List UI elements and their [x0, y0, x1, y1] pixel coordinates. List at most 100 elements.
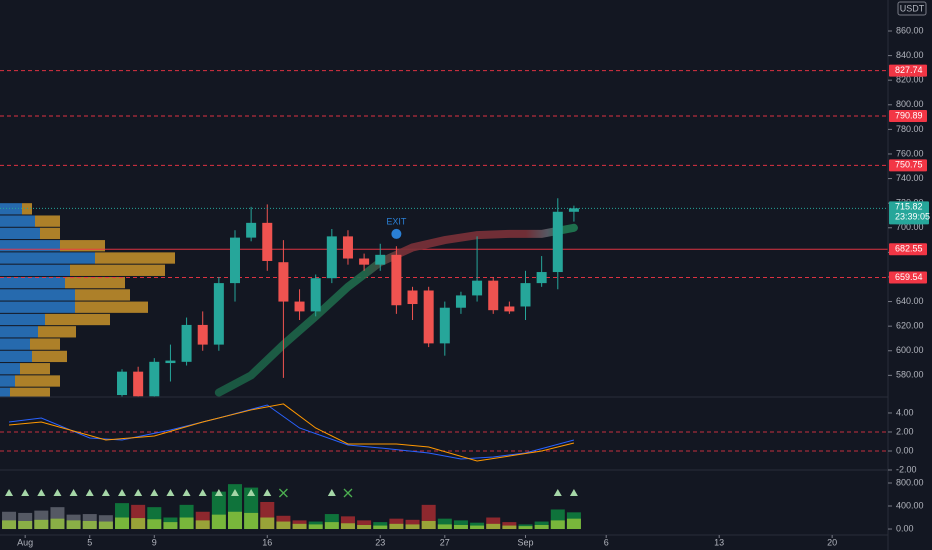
- profile-bar: [15, 375, 60, 387]
- y-tick-label: 400.00: [896, 500, 924, 510]
- price-tag: [889, 64, 927, 77]
- volume-bar: [211, 514, 226, 530]
- candle-body: [472, 280, 483, 296]
- y-tick-label: 780.00: [896, 124, 924, 134]
- y-tick-label: 0.00: [896, 445, 914, 455]
- y-tick-label: 840.00: [896, 50, 924, 60]
- candle-body: [229, 237, 240, 284]
- price-tag: [889, 243, 927, 256]
- volume-bar: [292, 523, 307, 530]
- volume-bar: [324, 522, 339, 530]
- candle-body: [278, 262, 289, 302]
- annotation-marker: [391, 228, 402, 239]
- volume-bar: [566, 518, 581, 530]
- profile-bar: [45, 313, 110, 326]
- volume-bar: [486, 523, 501, 530]
- signal-triangle: [37, 489, 46, 496]
- signal-triangle: [21, 489, 30, 496]
- price-tag: [889, 109, 927, 122]
- volume-bar: [163, 522, 178, 530]
- volume-bar: [308, 524, 323, 530]
- profile-bar: [75, 301, 148, 313]
- volume-bar: [98, 521, 113, 530]
- currency-box: [897, 1, 927, 16]
- volume-bar: [115, 517, 130, 530]
- candle-body: [294, 301, 305, 312]
- candle-body: [133, 371, 144, 397]
- price-tag: [889, 271, 927, 284]
- last-price-label: 715.82: [895, 202, 923, 212]
- candle-body: [359, 258, 370, 265]
- volume-bar: [405, 519, 420, 530]
- volume-bar: [244, 512, 259, 530]
- candle-body: [391, 254, 402, 306]
- y-tick-label: 600.00: [896, 345, 924, 355]
- signal-triangle: [182, 489, 191, 496]
- volume-bar: [470, 525, 485, 530]
- profile-bar: [0, 276, 65, 289]
- volume-bar: [34, 519, 49, 530]
- volume-bar: [195, 520, 210, 530]
- indicator-pane: [0, 403, 888, 462]
- profile-bar: [38, 326, 76, 338]
- profile-bar: [0, 215, 35, 227]
- x-tick-label: 23: [375, 537, 385, 547]
- candle-body: [117, 371, 128, 396]
- volume-bar: [357, 520, 372, 530]
- candle-body: [246, 222, 257, 238]
- signal-triangle: [134, 489, 143, 496]
- candle-body: [213, 283, 224, 345]
- price-tag-label: 790.89: [895, 110, 923, 120]
- profile-bar: [75, 289, 130, 301]
- y-tick-label: 820.00: [896, 75, 924, 85]
- volume-pane: [2, 484, 581, 530]
- volume-bar: [389, 523, 404, 530]
- volume-bar: [179, 517, 194, 530]
- volume-bar: [131, 518, 146, 530]
- annotation-label: EXIT: [386, 216, 407, 226]
- candle-body: [149, 361, 160, 397]
- y-tick-label: 740.00: [896, 173, 924, 183]
- profile-bar: [0, 375, 15, 387]
- profile-bar: [0, 289, 75, 301]
- profile-bar: [0, 363, 20, 375]
- profile-bar: [10, 387, 50, 397]
- volume-bar: [227, 511, 242, 530]
- profile-bar: [0, 240, 60, 252]
- profile-bar: [0, 326, 38, 338]
- y-tick-label: 620.00: [896, 321, 924, 331]
- signal-triangle: [5, 489, 14, 496]
- volume-bar: [453, 520, 468, 530]
- profile-bar: [30, 338, 60, 350]
- candle-body: [552, 211, 563, 273]
- signal-triangle: [553, 489, 562, 496]
- x-tick-label: 5: [87, 537, 92, 547]
- volume-bar: [453, 524, 468, 530]
- profile-bar: [40, 227, 60, 240]
- profile-bar: [0, 387, 10, 397]
- profile-bar: [35, 215, 60, 227]
- volume-bar: [421, 520, 436, 530]
- volume-bar: [502, 525, 517, 530]
- volume-bar: [437, 524, 452, 530]
- y-tick-label: 800.00: [896, 99, 924, 109]
- profile-bar: [0, 313, 45, 326]
- y-tick-label: -2.00: [896, 464, 917, 474]
- volume-bar: [405, 524, 420, 530]
- y-tick-label: 0.00: [896, 523, 914, 533]
- signal-triangle: [118, 489, 127, 496]
- signal-triangle: [230, 489, 239, 496]
- profile-bar: [0, 338, 30, 350]
- y-tick-label: 580.00: [896, 370, 924, 380]
- profile-bar: [60, 240, 105, 252]
- profile-bar: [0, 264, 70, 276]
- candle-body: [375, 254, 386, 265]
- candle-body: [423, 290, 434, 344]
- signal-triangle: [569, 489, 578, 496]
- candle-body: [504, 306, 515, 312]
- candle-body: [407, 290, 418, 305]
- profile-bar: [0, 350, 32, 363]
- y-tick-label: 640.00: [896, 296, 924, 306]
- profile-bar: [95, 252, 175, 264]
